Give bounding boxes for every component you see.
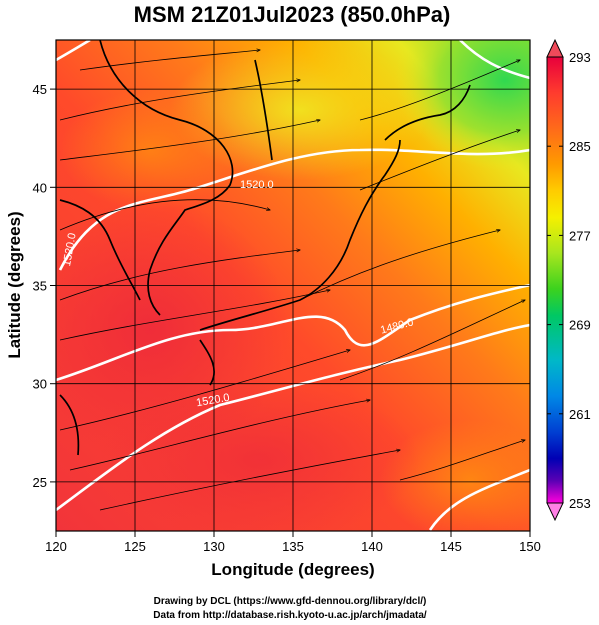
y-axis-label: Latitude (degrees) — [5, 211, 24, 358]
colorbar-tick-label: 261 — [569, 407, 591, 422]
coastline-mainland — [99, 40, 234, 316]
streamline — [359, 130, 520, 191]
contour-line — [428, 468, 530, 531]
contour-label: 1520.0 — [195, 392, 230, 410]
colorbar-tick-label: 269 — [569, 318, 591, 333]
streamline — [59, 290, 330, 341]
streamline — [59, 120, 320, 161]
streamline — [79, 50, 260, 71]
streamline — [59, 80, 300, 121]
colorbar: 293 285 277 269 261 253 — [546, 38, 591, 522]
wind-streamlines — [59, 50, 525, 511]
x-tick-label: 145 — [440, 539, 462, 554]
colorbar-top-arrow — [546, 38, 564, 58]
colorbar-tick-label: 277 — [569, 228, 591, 243]
x-tick-label: 125 — [124, 539, 146, 554]
credit-drawing: Drawing by DCL (https://www.gfd-dennou.o… — [154, 596, 427, 607]
map-plot-area: 1520.0 1520.0 1480.0 1520.0 — [56, 40, 530, 531]
coastline-japan-main — [199, 139, 401, 331]
coastline-kyushu — [199, 339, 215, 386]
streamline — [59, 350, 350, 431]
warm-region-orange — [60, 90, 240, 210]
contour-label: 1520.0 — [61, 232, 79, 267]
x-tick-label: 120 — [45, 539, 67, 554]
lat-lon-grid — [56, 40, 530, 531]
colorbar-scale — [546, 56, 564, 504]
x-tick-label: 140 — [361, 539, 383, 554]
contour-label: 1520.0 — [240, 179, 274, 191]
contour-line — [459, 40, 530, 80]
colorbar-bottom-arrow — [546, 502, 564, 522]
y-tick-label: 45 — [33, 82, 47, 97]
y-axis: 25 30 35 40 45 — [33, 82, 56, 490]
streamline — [99, 450, 400, 511]
streamline — [299, 230, 500, 301]
y-tick-label: 35 — [33, 279, 47, 294]
hot-region-red-south — [100, 380, 420, 531]
y-tick-label: 40 — [33, 180, 47, 195]
map-title: MSM 21Z01Jul2023 (850.0hPa) — [134, 2, 451, 27]
x-axis: 120 125 130 135 140 145 150 — [45, 531, 541, 554]
contour-line — [56, 323, 530, 512]
streamline — [69, 400, 370, 471]
x-tick-label: 130 — [203, 539, 225, 554]
y-tick-label: 25 — [33, 475, 47, 490]
y-tick-label: 30 — [33, 377, 47, 392]
streamline — [59, 250, 300, 301]
coastline-taiwan — [59, 394, 80, 456]
contour-line — [56, 283, 530, 382]
contour-line — [56, 40, 91, 62]
x-tick-label: 135 — [282, 539, 304, 554]
streamline — [399, 440, 525, 481]
x-tick-label: 150 — [519, 539, 541, 554]
coastlines — [59, 40, 471, 456]
x-axis-label: Longitude (degrees) — [211, 560, 374, 579]
colorbar-ticks: 293 285 277 269 261 253 — [547, 50, 591, 511]
streamline — [359, 60, 520, 121]
coastline-hokkaido — [384, 84, 471, 141]
colorbar-tick-label: 285 — [569, 139, 591, 154]
credit-data: Data from http://database.rish.kyoto-u.a… — [153, 610, 427, 621]
colorbar-tick-label: 293 — [569, 50, 591, 65]
coastline-sakhalin — [254, 59, 273, 161]
cool-region-green — [395, 40, 530, 170]
streamline — [59, 199, 270, 231]
coastline-peninsula — [59, 199, 141, 301]
colorbar-tick-label: 253 — [569, 496, 591, 511]
streamline — [339, 300, 525, 381]
